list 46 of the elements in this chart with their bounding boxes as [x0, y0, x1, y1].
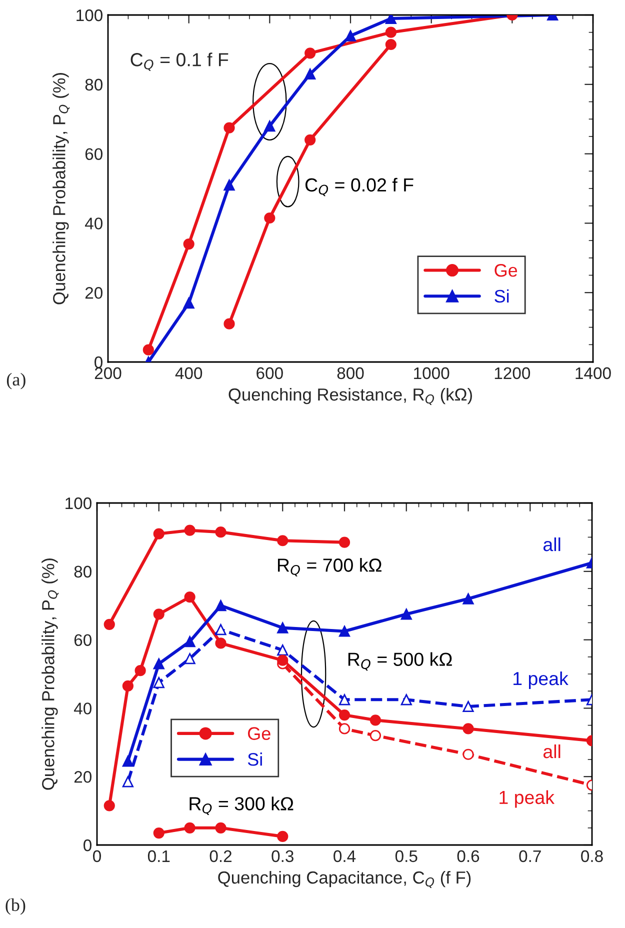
x-tick-label: 800: [337, 367, 364, 380]
x-tick-label: 0.4: [334, 850, 356, 862]
x-tick-label: 1200: [494, 367, 530, 380]
y-axis-title: Quenching Probability, P$_{Q}$ (%): [42, 558, 59, 790]
y-tick-label: 60: [74, 634, 92, 646]
x-tick-label: 200: [94, 367, 122, 380]
x-tick-label: 0.1: [148, 850, 170, 862]
annotation: all: [543, 744, 560, 758]
y-tick-label: 0: [94, 356, 102, 368]
annotation: C$_{Q}$ = 0.02 f F: [305, 178, 414, 196]
x-tick-label: 600: [256, 367, 283, 380]
y-tick-label: 100: [76, 9, 102, 22]
text: (b): [6, 898, 26, 915]
y-tick-label: 0: [84, 839, 92, 852]
annotation: 1 peak: [500, 790, 555, 808]
y-tick-label: 80: [74, 566, 92, 578]
legend-label: Si: [248, 752, 262, 766]
x-tick-label: 0.7: [519, 850, 541, 862]
x-tick-label: 0.5: [395, 850, 418, 862]
x-tick-label: 0.6: [457, 850, 480, 862]
y-axis-title: Quenching Probability, P$_{Q}$ (%): [52, 73, 70, 304]
legend-label: Ge: [248, 727, 270, 740]
annotation: 1 peak: [514, 671, 568, 689]
annotation: R$_{Q}$ = 500 kΩ: [348, 652, 452, 671]
x-tick-label: 1000: [414, 367, 450, 380]
x-tick-label: 0.3: [272, 850, 294, 862]
x-tick-label: 0.2: [210, 850, 232, 862]
legend-label: Ge: [494, 264, 518, 277]
x-tick-label: 0.8: [581, 850, 603, 862]
y-tick-label: 20: [74, 771, 92, 783]
x-tick-label: 1400: [576, 367, 611, 380]
text: (a): [6, 372, 26, 390]
x-tick-label: 400: [175, 367, 202, 380]
x-axis-title: Quenching Capacitance, C$_{Q}$ (f F): [218, 870, 471, 888]
legend-label: Si: [494, 289, 509, 303]
annotation: all: [543, 537, 560, 552]
y-tick-label: 20: [85, 287, 102, 299]
y-tick-label: 80: [85, 78, 102, 91]
x-axis-title: Quenching Resistance, R$_{Q}$ (kΩ): [228, 388, 472, 405]
annotation: C$_{Q}$ = 0.1 f F: [130, 52, 228, 71]
y-tick-label: 100: [66, 497, 92, 510]
y-tick-label: 40: [74, 702, 92, 714]
y-tick-label: 40: [84, 218, 102, 230]
y-tick-label: 60: [85, 148, 102, 160]
annotation: R$_{Q}$ = 300 kΩ: [190, 796, 294, 815]
annotation: R$_{Q}$ = 700 kΩ: [278, 558, 382, 576]
